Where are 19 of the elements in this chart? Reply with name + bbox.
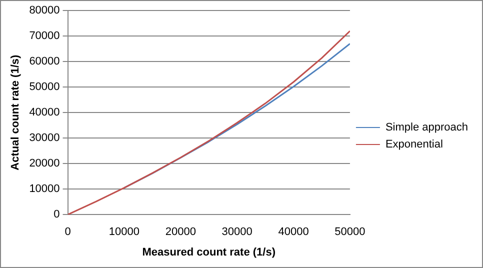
y-tick-label: 40000	[29, 106, 60, 119]
y-tick-label: 70000	[29, 30, 60, 42]
x-axis-title: Measured count rate (1/s)	[142, 246, 276, 258]
x-tick-label: 40000	[278, 226, 309, 238]
y-tick-label: 80000	[29, 4, 60, 17]
x-tick-label: 0	[64, 226, 71, 238]
y-tick-label: 10000	[29, 183, 60, 196]
y-tick-label: 60000	[29, 56, 60, 68]
y-tick-label: 50000	[29, 81, 60, 94]
x-tick-label: 50000	[334, 226, 366, 238]
legend-label: Simple approach	[385, 122, 468, 134]
x-tick-label: 30000	[222, 226, 252, 238]
y-tick-label: 20000	[29, 158, 60, 170]
y-tick-label: 30000	[29, 132, 60, 144]
y-axis-title: Actual count rate (1/s)	[10, 54, 22, 170]
x-tick-label: 10000	[108, 226, 140, 238]
legend-label: Exponential	[385, 138, 443, 151]
x-tick-label: 20000	[165, 226, 196, 238]
y-tick-label: 0	[54, 208, 60, 221]
